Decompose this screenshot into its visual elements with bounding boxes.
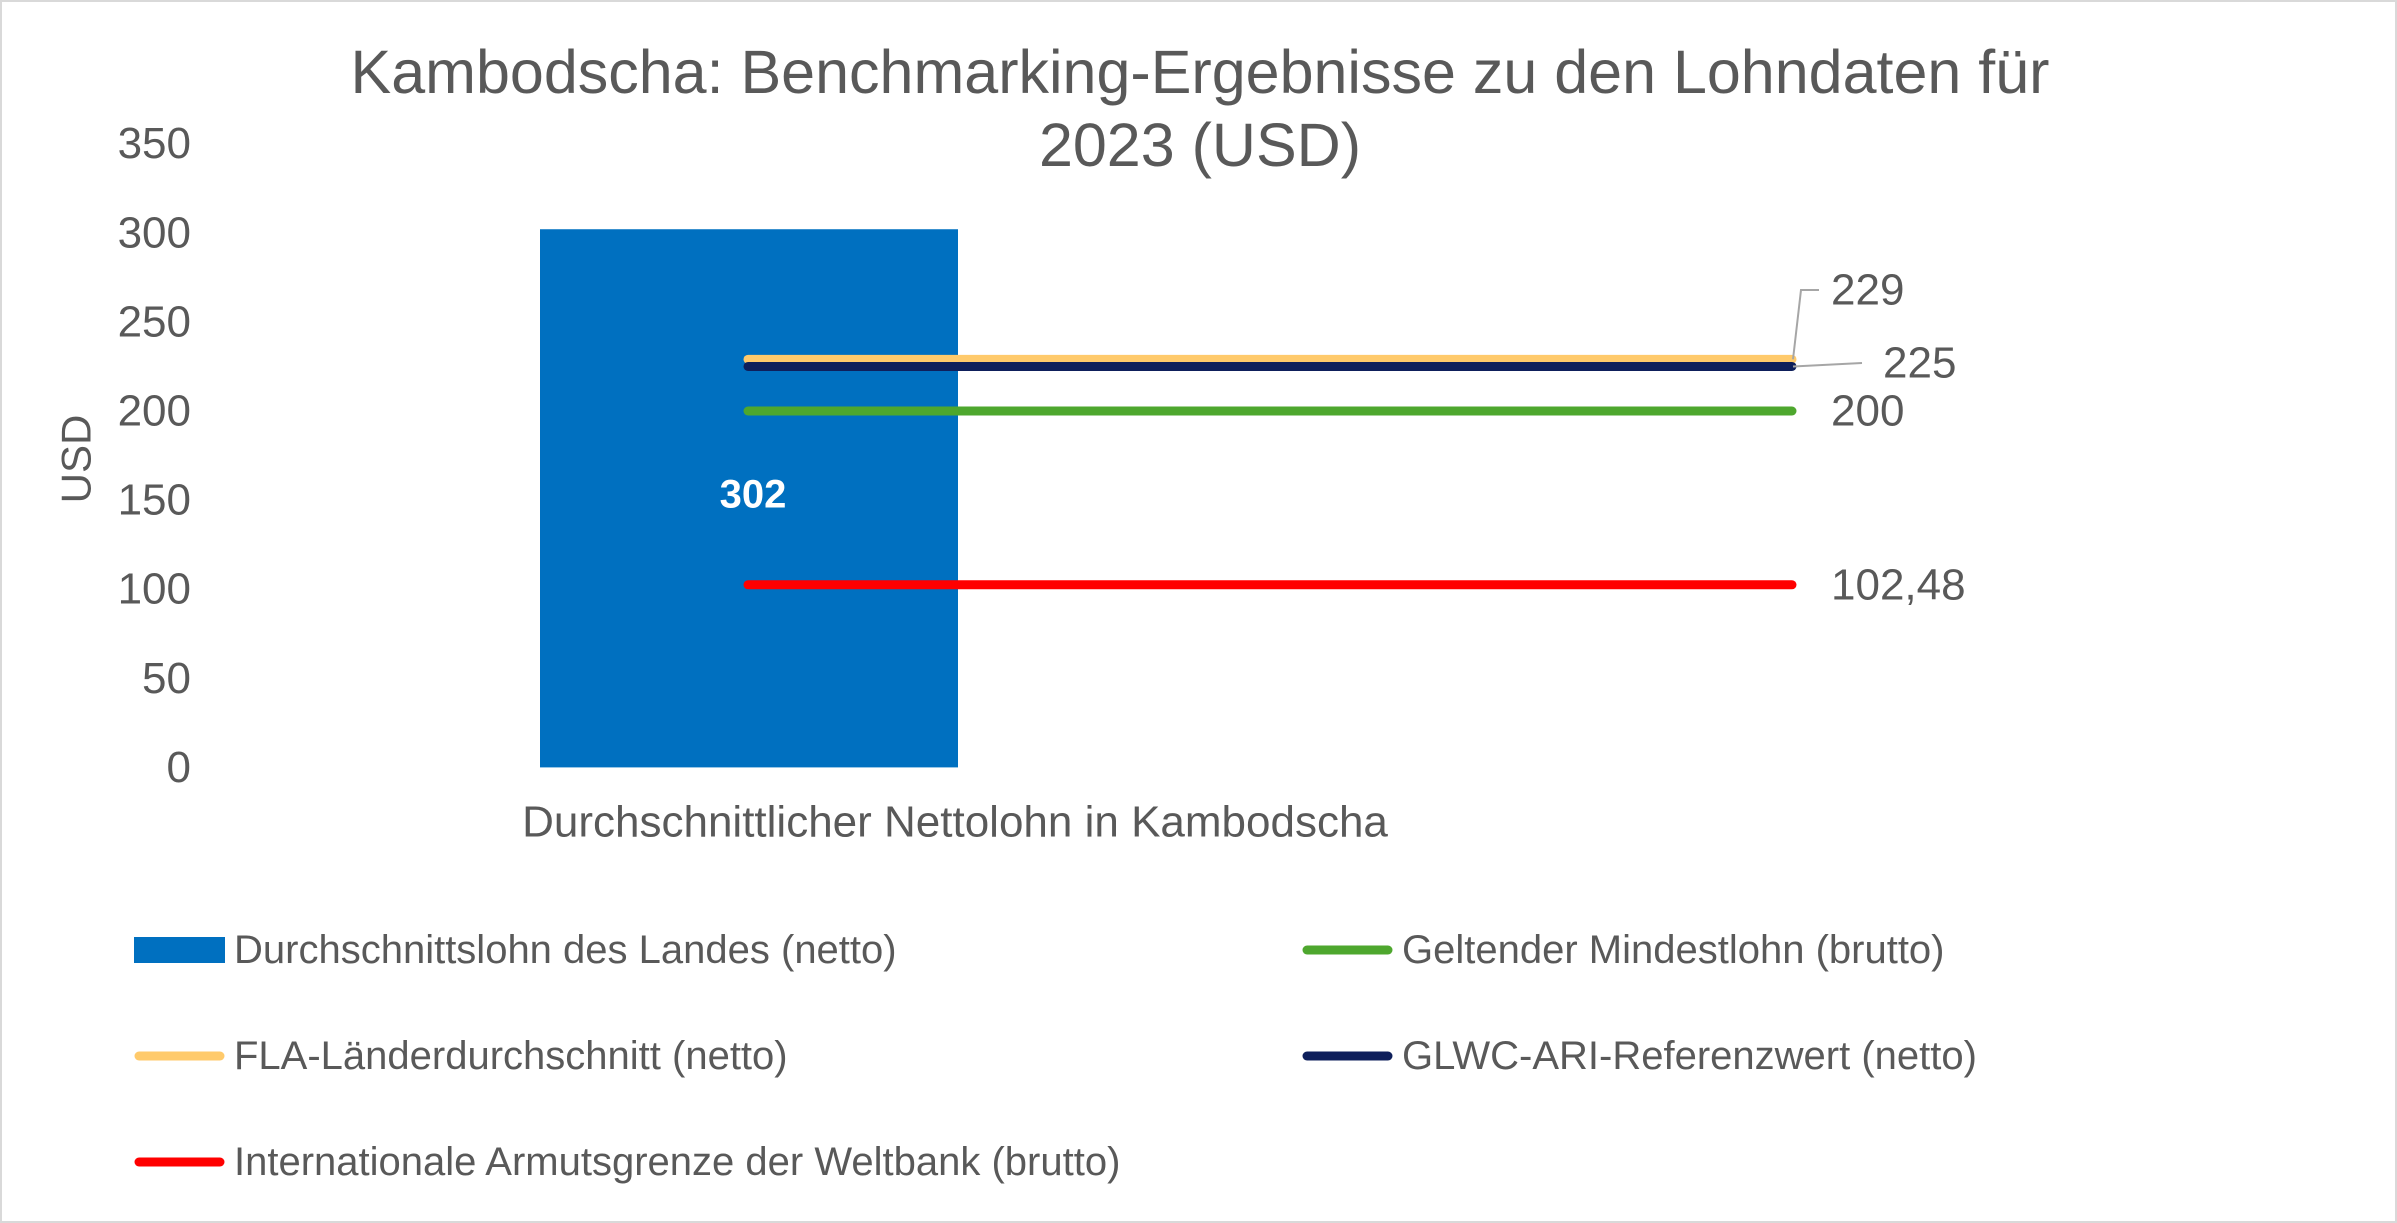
legend-item: GLWC-ARI-Referenzwert (netto) xyxy=(1302,1034,1977,1078)
x-category-label: Durchschnittlicher Nettolohn in Kambodsc… xyxy=(522,798,1388,847)
leader-line xyxy=(1792,362,1863,368)
y-axis-label: USD xyxy=(53,415,100,504)
y-tick-label: 250 xyxy=(118,297,191,346)
legend-item: Geltender Mindestlohn (brutto) xyxy=(1302,928,1945,972)
y-tick-label: 300 xyxy=(118,208,191,257)
chart-title-line-1: Kambodscha: Benchmarking-Ergebnisse zu d… xyxy=(351,38,2050,106)
legend-item: FLA-Länderdurchschnitt (netto) xyxy=(134,1034,788,1078)
y-tick-label: 100 xyxy=(118,565,191,614)
legend-item: Durchschnittslohn des Landes (netto) xyxy=(134,928,897,972)
legend: Durchschnittslohn des Landes (netto) Gelt… xyxy=(134,928,1977,1184)
line-data-label: 102,48 xyxy=(1831,560,1966,609)
legend-label: FLA-Länderdurchschnitt (netto) xyxy=(234,1034,788,1078)
y-tick-label: 200 xyxy=(118,387,191,436)
chart-title-line-2: 2023 (USD) xyxy=(1039,111,1361,179)
y-tick-label: 150 xyxy=(118,476,191,525)
leader-line xyxy=(1792,289,1819,360)
y-tick-label: 50 xyxy=(142,654,191,703)
bar-data-label: 302 xyxy=(720,472,787,516)
bar-layer xyxy=(540,229,958,768)
y-tick-label: 350 xyxy=(118,119,191,168)
y-tick-label: 0 xyxy=(167,743,191,792)
bar-0 xyxy=(540,229,958,768)
legend-label: Internationale Armutsgrenze der Weltbank… xyxy=(234,1140,1120,1184)
legend-label: Durchschnittslohn des Landes (netto) xyxy=(234,928,897,972)
line-data-label: 225 xyxy=(1883,339,1956,388)
line-data-label: 200 xyxy=(1831,387,1904,436)
legend-label: Geltender Mindestlohn (brutto) xyxy=(1402,928,1945,972)
y-axis-tick-labels: 0 50 100 150 200 250 300 350 xyxy=(118,119,191,792)
line-layer xyxy=(743,354,1797,590)
data-label-layer: 302 200 229 225 102,48 xyxy=(720,266,1966,610)
legend-label: GLWC-ARI-Referenzwert (netto) xyxy=(1402,1034,1977,1078)
legend-swatch-bar xyxy=(134,937,225,963)
legend-item: Internationale Armutsgrenze der Weltbank… xyxy=(134,1140,1120,1184)
line-data-label: 229 xyxy=(1831,266,1904,315)
